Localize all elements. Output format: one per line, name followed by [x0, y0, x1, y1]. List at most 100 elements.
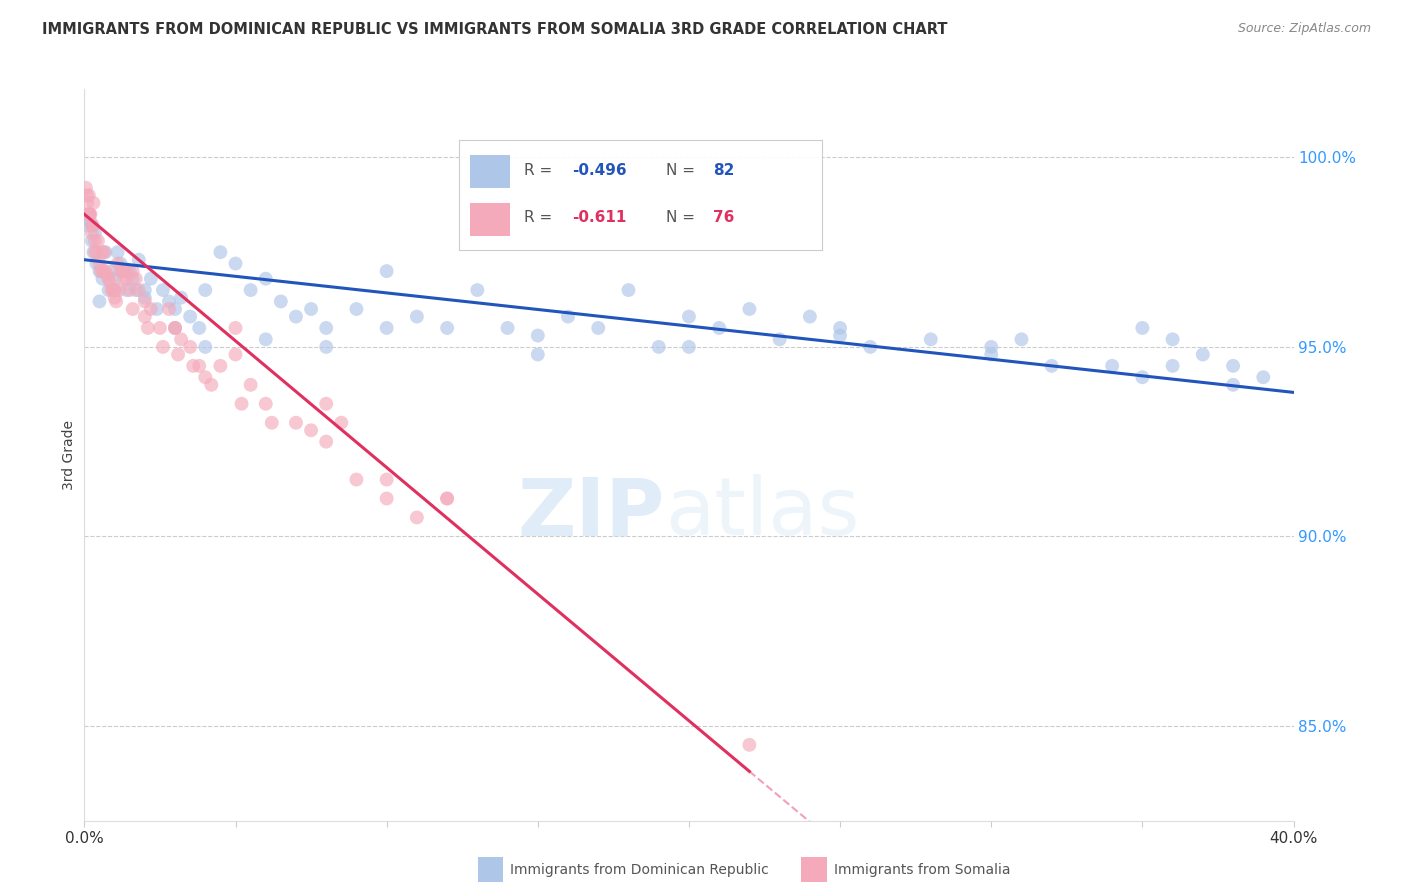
Text: ZIP: ZIP	[517, 475, 665, 552]
Text: 76: 76	[713, 211, 734, 226]
Point	[165, 301, 187, 316]
Point	[920, 332, 942, 346]
Point	[89, 256, 111, 270]
Point	[134, 310, 156, 324]
Point	[97, 283, 120, 297]
Point	[299, 301, 322, 316]
Point	[239, 283, 262, 297]
Point	[77, 207, 100, 221]
Point	[82, 245, 104, 260]
Point	[167, 347, 190, 361]
Point	[830, 321, 852, 335]
Point	[76, 195, 98, 210]
Point	[799, 310, 821, 324]
Point	[107, 245, 129, 260]
Point	[406, 510, 429, 524]
Point	[86, 256, 108, 270]
Text: N =: N =	[666, 211, 700, 226]
Point	[93, 245, 115, 260]
Point	[436, 491, 458, 506]
Point	[254, 271, 277, 285]
Point	[375, 264, 398, 278]
Point	[146, 301, 169, 316]
Point	[100, 264, 122, 278]
Point	[121, 301, 143, 316]
Point	[152, 283, 174, 297]
Point	[406, 310, 429, 324]
Point	[104, 283, 127, 297]
Bar	[470, 203, 510, 235]
Point	[648, 340, 671, 354]
Point	[527, 347, 550, 361]
Point	[738, 301, 761, 316]
Point	[77, 188, 100, 202]
Point	[94, 264, 117, 278]
Text: -0.496: -0.496	[572, 163, 626, 178]
Point	[179, 340, 201, 354]
Point	[375, 491, 398, 506]
Point	[980, 340, 1002, 354]
Point	[115, 271, 138, 285]
Bar	[470, 154, 510, 187]
Point	[107, 256, 129, 270]
Point	[1040, 359, 1063, 373]
Text: Immigrants from Dominican Republic: Immigrants from Dominican Republic	[510, 863, 769, 877]
Point	[128, 252, 150, 267]
Point	[118, 264, 141, 278]
Point	[90, 264, 112, 278]
Text: R =: R =	[524, 211, 562, 226]
Point	[89, 264, 111, 278]
Point	[84, 234, 107, 248]
Point	[79, 207, 101, 221]
Point	[188, 321, 211, 335]
Point	[299, 423, 322, 437]
Point	[75, 180, 97, 194]
Point	[80, 219, 103, 233]
Point	[1161, 359, 1184, 373]
Point	[118, 283, 141, 297]
Point	[225, 321, 247, 335]
Text: -0.611: -0.611	[572, 211, 626, 226]
Point	[980, 347, 1002, 361]
Point	[1161, 332, 1184, 346]
Point	[76, 219, 98, 233]
Point	[80, 234, 103, 248]
Point	[111, 264, 134, 278]
Point	[97, 271, 120, 285]
Point	[254, 332, 277, 346]
Point	[588, 321, 610, 335]
Point	[108, 283, 131, 297]
Point	[285, 310, 308, 324]
Point	[94, 245, 117, 260]
Point	[121, 264, 143, 278]
Point	[225, 256, 247, 270]
Point	[80, 226, 103, 240]
Point	[330, 416, 353, 430]
Point	[346, 473, 368, 487]
Point	[121, 271, 143, 285]
Point	[128, 283, 150, 297]
Point	[738, 738, 761, 752]
Point	[315, 340, 337, 354]
Point	[104, 291, 127, 305]
Point	[1011, 332, 1033, 346]
Point	[149, 321, 172, 335]
Point	[1132, 321, 1154, 335]
Point	[179, 310, 201, 324]
Point	[165, 321, 187, 335]
Point	[77, 207, 100, 221]
Point	[225, 347, 247, 361]
Point	[79, 215, 101, 229]
Point	[231, 397, 253, 411]
Point	[79, 207, 101, 221]
Point	[82, 195, 104, 210]
Point	[1222, 359, 1244, 373]
Point	[188, 359, 211, 373]
Point	[170, 291, 193, 305]
Point	[436, 491, 458, 506]
Point	[96, 268, 118, 282]
Point	[100, 283, 122, 297]
Point	[209, 245, 232, 260]
Point	[285, 416, 308, 430]
Point	[112, 271, 135, 285]
